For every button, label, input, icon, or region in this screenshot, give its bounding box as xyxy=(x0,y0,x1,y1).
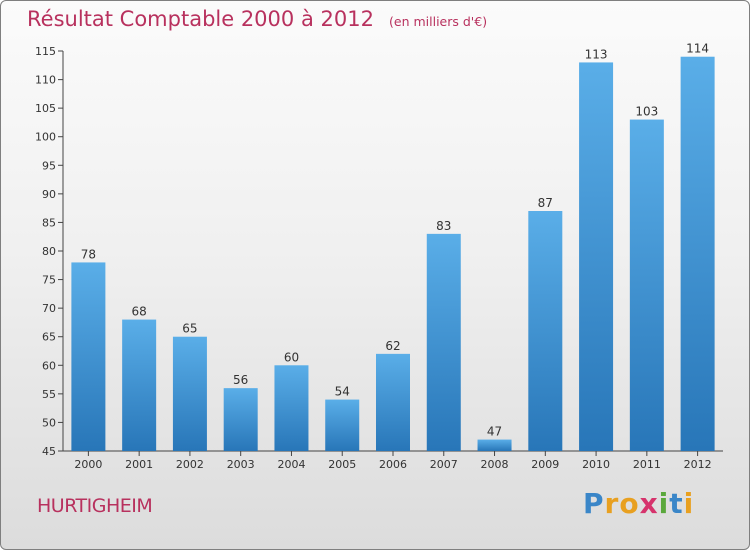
y-tick-label: 110 xyxy=(35,74,56,87)
value-label-2001: 68 xyxy=(132,305,147,319)
chart-unit-note: (en milliers d'€) xyxy=(389,14,488,29)
logo-letter: o xyxy=(619,487,640,520)
bar-2011 xyxy=(629,119,664,452)
logo-letter: P xyxy=(583,487,605,520)
value-label-2002: 65 xyxy=(182,322,197,336)
y-tick-label: 70 xyxy=(42,302,56,315)
x-tick-label-2007: 2007 xyxy=(430,458,458,471)
value-label-2004: 60 xyxy=(284,350,299,364)
bar-2010 xyxy=(579,62,614,452)
value-label-2005: 54 xyxy=(335,385,350,399)
value-label-2008: 47 xyxy=(487,425,502,439)
value-label-2003: 56 xyxy=(233,373,248,387)
bar-2003 xyxy=(223,388,258,451)
x-tick-label-2008: 2008 xyxy=(481,458,509,471)
value-label-2010: 113 xyxy=(585,47,608,61)
logo-letter: x xyxy=(639,487,659,520)
y-tick-label: 105 xyxy=(35,102,56,115)
value-label-2007: 83 xyxy=(436,219,451,233)
y-tick-label: 95 xyxy=(42,159,56,172)
y-tick-label: 80 xyxy=(42,245,56,258)
proxiti-logo: Proxiti xyxy=(583,487,694,520)
value-labels: 78 68 65 56 60 54 62 83 47 87 113 103 114 xyxy=(81,42,709,439)
x-tick-label-2000: 2000 xyxy=(74,458,102,471)
bar-2001 xyxy=(122,319,157,451)
bar-2004 xyxy=(274,365,309,451)
y-tick-label: 60 xyxy=(42,359,56,372)
bar-2005 xyxy=(325,399,360,451)
x-tick-label-2003: 2003 xyxy=(227,458,255,471)
x-tick-label-2005: 2005 xyxy=(328,458,356,471)
logo-letter: i xyxy=(683,487,695,520)
bar-2009 xyxy=(528,211,563,451)
title-row: Résultat Comptable 2000 à 2012 (en milli… xyxy=(27,7,487,31)
x-tick-label-2004: 2004 xyxy=(277,458,305,471)
y-tick-label: 65 xyxy=(42,331,56,344)
value-label-2006: 62 xyxy=(385,339,400,353)
y-tick-label: 55 xyxy=(42,388,56,401)
x-tick-label-2011: 2011 xyxy=(633,458,661,471)
x-tick-label-2009: 2009 xyxy=(531,458,559,471)
y-tick-label: 45 xyxy=(42,445,56,458)
x-tick-label-2002: 2002 xyxy=(176,458,204,471)
y-tick-label: 75 xyxy=(42,274,56,287)
value-label-2011: 103 xyxy=(635,105,658,119)
y-tick-label: 90 xyxy=(42,188,56,201)
y-tick-label: 115 xyxy=(35,45,56,58)
bar-2006 xyxy=(376,353,410,451)
value-label-2000: 78 xyxy=(81,247,96,261)
bar-2002 xyxy=(172,336,207,451)
x-tick-label-2010: 2010 xyxy=(582,458,610,471)
bar-2007 xyxy=(426,233,461,451)
y-tick-label: 85 xyxy=(42,216,56,229)
logo-letter: t xyxy=(669,487,684,520)
commune-name: HURTIGHEIM xyxy=(37,495,153,517)
x-axis: 2000 2001 2002 2003 2004 2005 2006 2007 2008 2009… xyxy=(63,450,723,471)
x-tick-label-2001: 2001 xyxy=(125,458,153,471)
y-tick-label: 50 xyxy=(42,416,56,429)
bar-2000 xyxy=(71,262,106,451)
bar-2008 xyxy=(477,439,512,451)
bars xyxy=(71,56,715,452)
value-label-2012: 114 xyxy=(686,42,709,56)
x-tick-label-2006: 2006 xyxy=(379,458,407,471)
bar-2012 xyxy=(680,56,715,451)
logo-letter: i xyxy=(658,487,670,520)
y-tick-label: 100 xyxy=(35,131,56,144)
y-axis: 45 50 55 60 65 70 75 80 85 90 95 100 105 110 115 xyxy=(35,45,64,458)
x-tick-label-2012: 2012 xyxy=(684,458,712,471)
chart-title: Résultat Comptable 2000 à 2012 xyxy=(27,7,374,31)
value-label-2009: 87 xyxy=(538,196,553,210)
logo-letter: r xyxy=(604,487,620,520)
